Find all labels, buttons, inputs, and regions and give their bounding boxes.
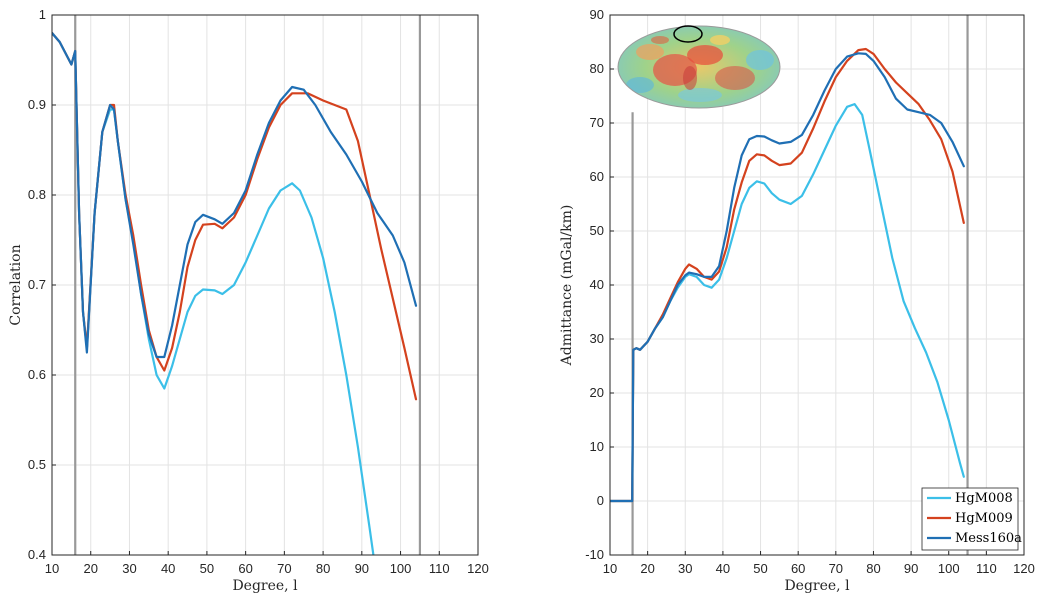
x-tick-label: 10 <box>45 561 59 576</box>
x-axis-label: Degree, l <box>232 578 298 594</box>
series-group <box>610 47 965 503</box>
x-axis-label: Degree, l <box>784 578 850 594</box>
y-tick-label: 40 <box>590 277 604 292</box>
plot-frame <box>51 14 479 556</box>
x-tick-label: 80 <box>316 561 330 576</box>
plot-frame <box>609 14 1025 556</box>
x-tick-label: 80 <box>866 561 880 576</box>
x-tick-label: 20 <box>83 561 97 576</box>
y-axis-label: Admittance (mGal/km) <box>559 205 575 367</box>
x-tick-label: 50 <box>753 561 767 576</box>
x-tick-label: 40 <box>716 561 730 576</box>
legend-label-hgm008: HgM008 <box>955 491 1013 506</box>
y-tick-label: 0.7 <box>28 277 46 292</box>
x-tick-label: 120 <box>467 561 489 576</box>
y-tick-label: 1 <box>39 7 46 22</box>
legend-label-mess160a: Mess160a <box>955 531 1022 546</box>
x-tick-label: 90 <box>355 561 369 576</box>
y-tick-label: 30 <box>590 331 604 346</box>
x-tick-label: 50 <box>200 561 214 576</box>
vertical-markers <box>74 15 422 555</box>
x-tick-label: 60 <box>791 561 805 576</box>
y-tick-label: 70 <box>590 115 604 130</box>
y-tick-label: 0.4 <box>28 547 46 562</box>
y-tick-label: 0 <box>597 493 604 508</box>
y-tick-label: 0.8 <box>28 187 46 202</box>
admittance-chart: 10 20 30 40 50 60 70 80 90 100 110 120 -10 0 10 20 30 40… <box>559 7 1035 594</box>
legend-label-hgm009: HgM009 <box>955 511 1013 526</box>
x-tick-label: 70 <box>829 561 843 576</box>
y-tick-label: 60 <box>590 169 604 184</box>
region-outline <box>673 25 703 43</box>
y-tick-labels: 0.4 0.5 0.6 0.7 0.8 0.9 1 <box>28 7 46 562</box>
y-tick-label: 90 <box>590 7 604 22</box>
x-tick-label: 30 <box>122 561 136 576</box>
x-tick-label: 100 <box>390 561 412 576</box>
y-tick-label: 20 <box>590 385 604 400</box>
x-tick-label: 110 <box>976 561 997 576</box>
x-tick-label: 30 <box>678 561 692 576</box>
y-tick-labels: -10 0 10 20 30 40 50 60 70 80 90 <box>585 7 604 562</box>
x-tick-label: 120 <box>1013 561 1035 576</box>
x-tick-labels: 10 20 30 40 50 60 70 80 90 100 110 120 <box>45 561 489 576</box>
series-group <box>52 31 418 555</box>
y-axis-label: Correlation <box>8 244 24 325</box>
y-tick-label: 10 <box>590 439 604 454</box>
x-tick-label: 40 <box>161 561 175 576</box>
x-tick-label: 110 <box>429 561 450 576</box>
series-line-mess160a <box>610 52 965 503</box>
mercury-map-inset <box>617 25 781 109</box>
series-line-mess160a <box>52 31 418 359</box>
y-tick-label: 80 <box>590 61 604 76</box>
x-tick-label: 70 <box>277 561 291 576</box>
legend: HgM008 HgM009 Mess160a <box>921 487 1022 551</box>
correlation-chart: 10 20 30 40 50 60 70 80 90 100 110 120 0.4 0.5 0.6 0.7… <box>8 7 489 594</box>
y-tick-label: -10 <box>585 547 604 562</box>
y-tick-label: 0.5 <box>28 457 46 472</box>
y-tick-label: 0.6 <box>28 367 46 382</box>
x-tick-labels: 10 20 30 40 50 60 70 80 90 100 110 120 <box>603 561 1035 576</box>
x-tick-label: 100 <box>938 561 960 576</box>
x-tick-label: 60 <box>238 561 252 576</box>
x-tick-label: 20 <box>640 561 654 576</box>
y-tick-label: 0.9 <box>28 97 46 112</box>
y-tick-label: 50 <box>590 223 604 238</box>
x-tick-label: 10 <box>603 561 617 576</box>
x-tick-label: 90 <box>904 561 918 576</box>
